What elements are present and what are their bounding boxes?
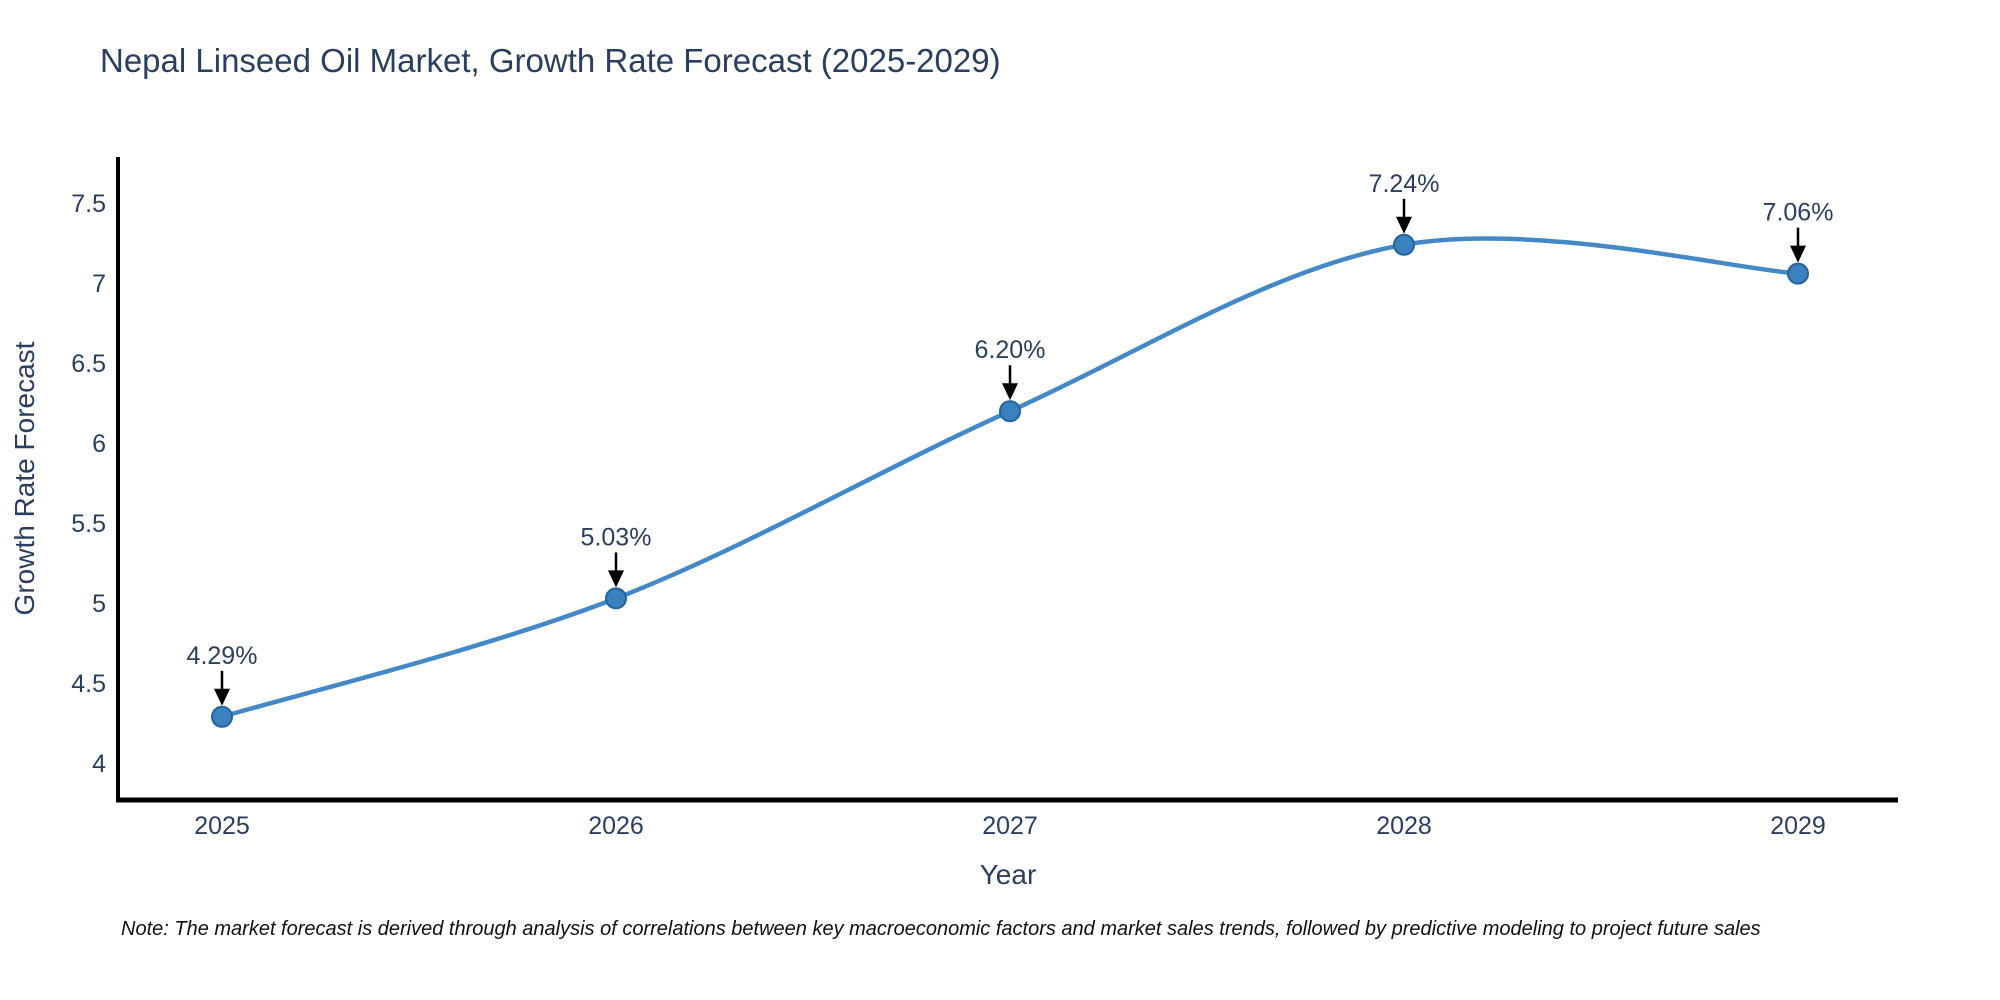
y-tick-label: 6.5 [71,350,106,378]
annotation-arrowhead [608,570,624,588]
data-point-marker [999,400,1021,423]
y-tick-label: 4.5 [71,670,106,698]
x-tick-label: 2027 [982,812,1038,840]
forecast-line [219,236,1801,720]
y-tick-label: 5 [92,590,106,618]
point-label: 5.03% [581,523,652,551]
point-label: 4.29% [187,642,258,670]
x-tick-label: 2026 [588,812,644,840]
point-label: 7.24% [1369,170,1440,198]
point-label: 6.20% [975,336,1046,364]
chart-title: Nepal Linseed Oil Market, Growth Rate Fo… [100,42,1001,79]
data-point-marker [605,587,627,610]
y-tick-label: 4 [92,750,106,778]
point-label: 7.06% [1763,199,1834,227]
y-tick-label: 5.5 [71,510,106,538]
annotation-arrowhead [1396,216,1412,234]
x-tick-label: 2028 [1376,812,1432,840]
y-tick-label: 7.5 [71,190,106,218]
y-tick-label: 7 [92,270,106,298]
data-point-marker [1393,233,1415,256]
annotation-arrowhead [214,688,230,706]
data-point-marker [1787,262,1809,285]
x-axis-title: Year [980,859,1037,890]
footnote: Note: The market forecast is derived thr… [121,918,1761,940]
y-axis-title: Growth Rate Forecast [9,341,40,615]
annotation-arrowhead [1002,383,1018,401]
annotation-arrowhead [1790,245,1806,263]
x-tick-label: 2025 [194,812,250,840]
x-tick-label: 2029 [1770,812,1826,840]
data-point-marker [211,705,233,728]
y-tick-label: 6 [92,430,106,458]
